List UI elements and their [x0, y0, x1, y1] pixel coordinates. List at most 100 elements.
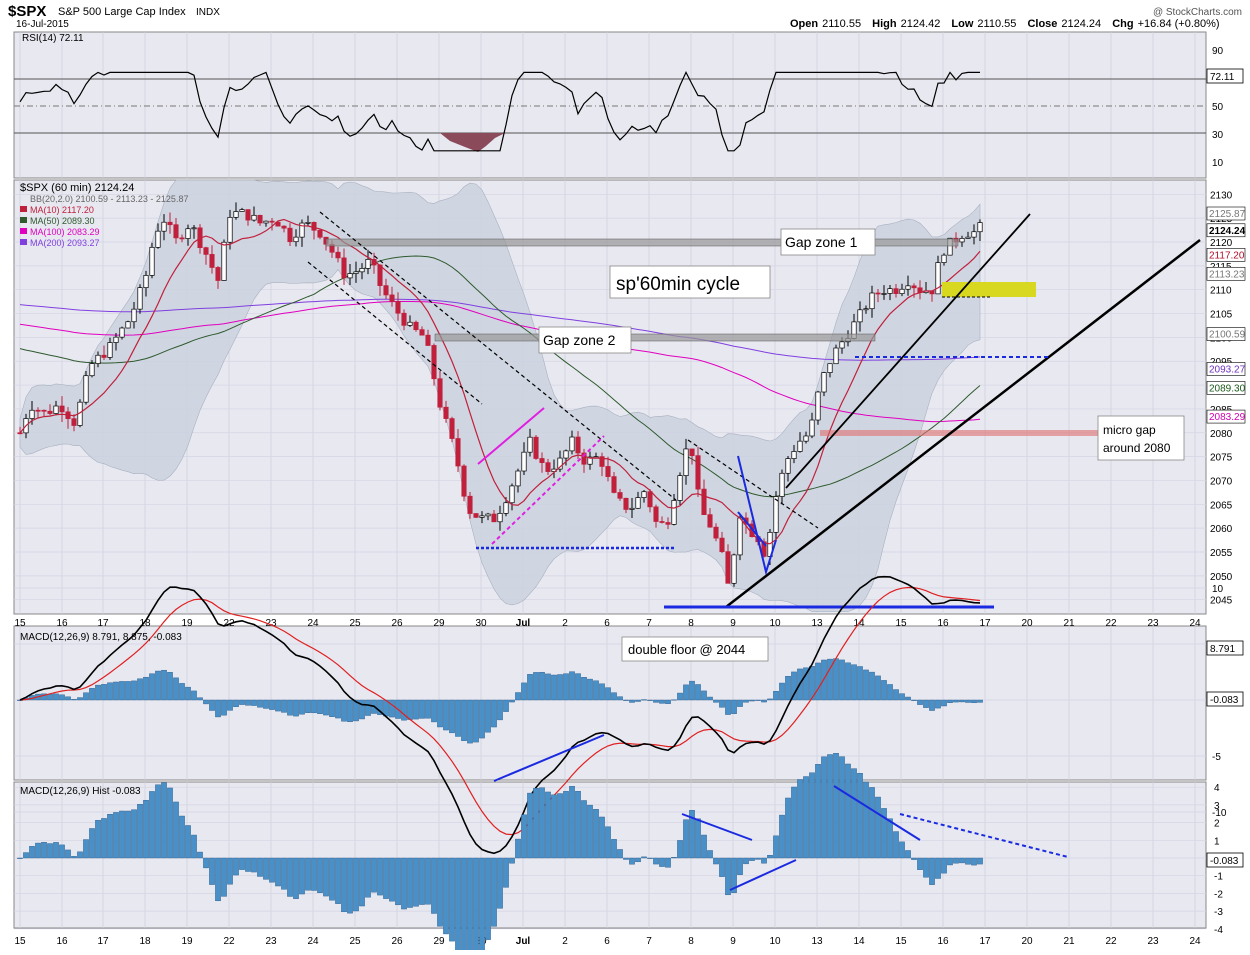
- chg-value: +16.84 (+0.80%): [1138, 18, 1220, 30]
- hist-bar: [185, 825, 191, 859]
- x-axis-labels: 1515161617171818191922222323242425252626…: [14, 618, 1201, 947]
- hist-bar: [437, 857, 443, 927]
- candle-body: [407, 321, 413, 326]
- macd-hist-bar: [749, 699, 755, 702]
- macd-hist-bar: [113, 681, 119, 701]
- hist-bar: [191, 834, 197, 859]
- hist-bar: [251, 857, 257, 873]
- x-label-bottom: 21: [1063, 936, 1075, 947]
- hist-bar: [557, 793, 563, 859]
- macd-hist-bar: [515, 692, 521, 701]
- candle-body: [839, 341, 845, 349]
- hist-bar: [671, 857, 677, 859]
- macd-hist-bar: [557, 674, 563, 701]
- candle-body: [773, 496, 779, 533]
- macd-hist-bar: [941, 699, 947, 707]
- candle-body: [605, 466, 611, 477]
- hist-tick: 2: [1214, 819, 1220, 830]
- candle-body: [905, 285, 911, 290]
- x-label-bottom: 6: [604, 936, 610, 947]
- x-label-bottom: 19: [181, 936, 193, 947]
- macd-hist-bar: [947, 699, 953, 703]
- price-marker-text: 2117.20: [1209, 250, 1245, 261]
- hist-bar: [563, 791, 569, 859]
- price-marker-text: 2089.30: [1209, 383, 1246, 394]
- candle-body: [833, 347, 839, 365]
- high-label: High: [872, 18, 897, 30]
- candle-body: [335, 251, 341, 259]
- macd-hist-bar: [737, 699, 743, 707]
- hist-bar: [71, 856, 77, 859]
- hist-bar: [845, 763, 851, 859]
- macd-hist-bar: [47, 694, 53, 701]
- macd-hist-bar: [287, 699, 293, 716]
- candle-body: [635, 497, 641, 509]
- macd-hist-bar: [41, 693, 47, 701]
- macd-hist-bar: [833, 658, 839, 701]
- hist-current-value: -0.083: [1210, 856, 1239, 867]
- candle-body: [443, 406, 449, 419]
- hist-bar: [137, 804, 143, 859]
- low-value: 2110.55: [977, 18, 1016, 30]
- candle-body: [53, 405, 59, 414]
- macd-hist-bar: [155, 670, 161, 701]
- hist-bar: [293, 857, 299, 899]
- ma10-legend-swatch: [20, 206, 27, 212]
- index-name: S&P 500 Large Cap Index: [58, 6, 186, 18]
- macd-legend-text: MACD(12,26,9) 8.791, 8.875, -0.083: [20, 632, 182, 643]
- hist-bar: [353, 857, 359, 912]
- gap-zone-1-bar: [325, 238, 959, 247]
- hist-bar: [725, 857, 731, 896]
- macd-tick: 10: [1212, 584, 1224, 595]
- y-axis-labels: 9070503010213021252120211521102105210020…: [1210, 46, 1233, 936]
- candle-body: [977, 222, 983, 233]
- x-label-bottom: 23: [1147, 936, 1159, 947]
- gap-zone-1-label-box: [780, 228, 876, 256]
- macd-hist-bar: [533, 672, 539, 701]
- hist-bar: [875, 796, 881, 859]
- price-tick: 2110: [1210, 286, 1232, 297]
- downtrend-line-short: [687, 439, 819, 529]
- hist-bar: [101, 818, 107, 859]
- price-markers: 2125.87 2124.24 2117.20 2113.23 2100.59 2093.…: [1206, 206, 1246, 424]
- macd-current-value: 8.791: [1210, 644, 1235, 655]
- macd-hist-bar: [869, 671, 875, 701]
- candle-body: [353, 271, 359, 274]
- hist-bar: [197, 851, 203, 859]
- gap-zone-2-label-box: [538, 326, 632, 354]
- hist-tick: -2: [1214, 889, 1223, 900]
- hist-bar: [785, 797, 791, 859]
- hist-bar: [905, 850, 911, 859]
- x-label-bottom: 29: [433, 936, 445, 947]
- hist-bar: [443, 857, 449, 935]
- macd-hist-bar: [401, 699, 407, 721]
- price-tick: 2050: [1210, 572, 1233, 583]
- price-tick: 2105: [1210, 310, 1233, 321]
- macd-histogram: [17, 658, 983, 744]
- hist-bar: [371, 857, 377, 893]
- macd-hist-bar: [581, 677, 587, 701]
- macd-hist-bar: [503, 699, 509, 712]
- candle-body: [287, 227, 293, 243]
- hist-bar: [779, 814, 785, 859]
- rsi-tick: 90: [1212, 46, 1224, 57]
- macd-hist-bar: [143, 676, 149, 701]
- hist-bar: [737, 857, 743, 875]
- hist-tick: -1: [1214, 872, 1223, 883]
- hist-bar: [59, 844, 65, 859]
- hist-bar: [833, 753, 839, 859]
- macd-hist-bar: [959, 699, 965, 703]
- price-marker-box: [1206, 223, 1246, 238]
- candle-body: [557, 457, 563, 470]
- candle-body: [659, 521, 665, 523]
- hist-bar: [407, 857, 413, 908]
- hist-bar: [665, 857, 671, 868]
- candle-body: [761, 541, 767, 557]
- hist-bar: [533, 787, 539, 859]
- pink-channel-upper: [477, 407, 545, 465]
- macd-hist-bar: [521, 682, 527, 701]
- x-label-mid: 21: [1063, 618, 1075, 629]
- hist-bar: [935, 857, 941, 879]
- price-tick: 2130: [1210, 190, 1233, 201]
- exchange: INDX: [196, 7, 220, 18]
